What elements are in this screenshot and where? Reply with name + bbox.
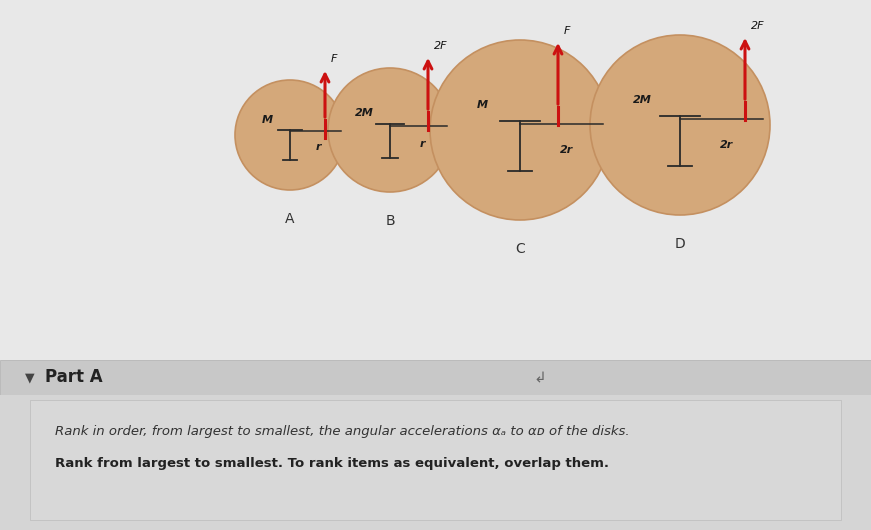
Text: F: F bbox=[564, 26, 571, 36]
Text: 2r: 2r bbox=[560, 145, 573, 155]
Text: M: M bbox=[261, 114, 273, 125]
Text: r: r bbox=[420, 139, 425, 148]
Bar bbox=[30, 400, 841, 520]
Text: r: r bbox=[316, 142, 321, 152]
Text: Rank from largest to smallest. To rank items as equivalent, overlap them.: Rank from largest to smallest. To rank i… bbox=[55, 457, 609, 470]
Text: Rank in order, from largest to smallest, the angular accelerations αₐ to αᴅ of t: Rank in order, from largest to smallest,… bbox=[55, 425, 630, 438]
Circle shape bbox=[430, 40, 610, 220]
Bar bbox=[0, 360, 871, 395]
Text: 2r: 2r bbox=[720, 140, 733, 150]
Circle shape bbox=[235, 80, 345, 190]
Text: M: M bbox=[476, 100, 488, 110]
Bar bbox=[0, 0, 871, 360]
Text: 2M: 2M bbox=[354, 108, 374, 118]
Text: B: B bbox=[385, 214, 395, 228]
Circle shape bbox=[590, 35, 770, 215]
Text: C: C bbox=[515, 242, 525, 256]
Text: ↲: ↲ bbox=[534, 370, 546, 385]
Text: 2F: 2F bbox=[434, 41, 448, 51]
Text: A: A bbox=[285, 212, 294, 226]
Text: D: D bbox=[675, 237, 685, 251]
Text: 2F: 2F bbox=[751, 21, 765, 31]
Text: ▼: ▼ bbox=[25, 371, 35, 384]
Text: Part A: Part A bbox=[45, 368, 103, 386]
Circle shape bbox=[328, 68, 452, 192]
Text: F: F bbox=[331, 54, 337, 64]
Bar bbox=[0, 395, 871, 530]
Text: 2M: 2M bbox=[632, 95, 652, 105]
